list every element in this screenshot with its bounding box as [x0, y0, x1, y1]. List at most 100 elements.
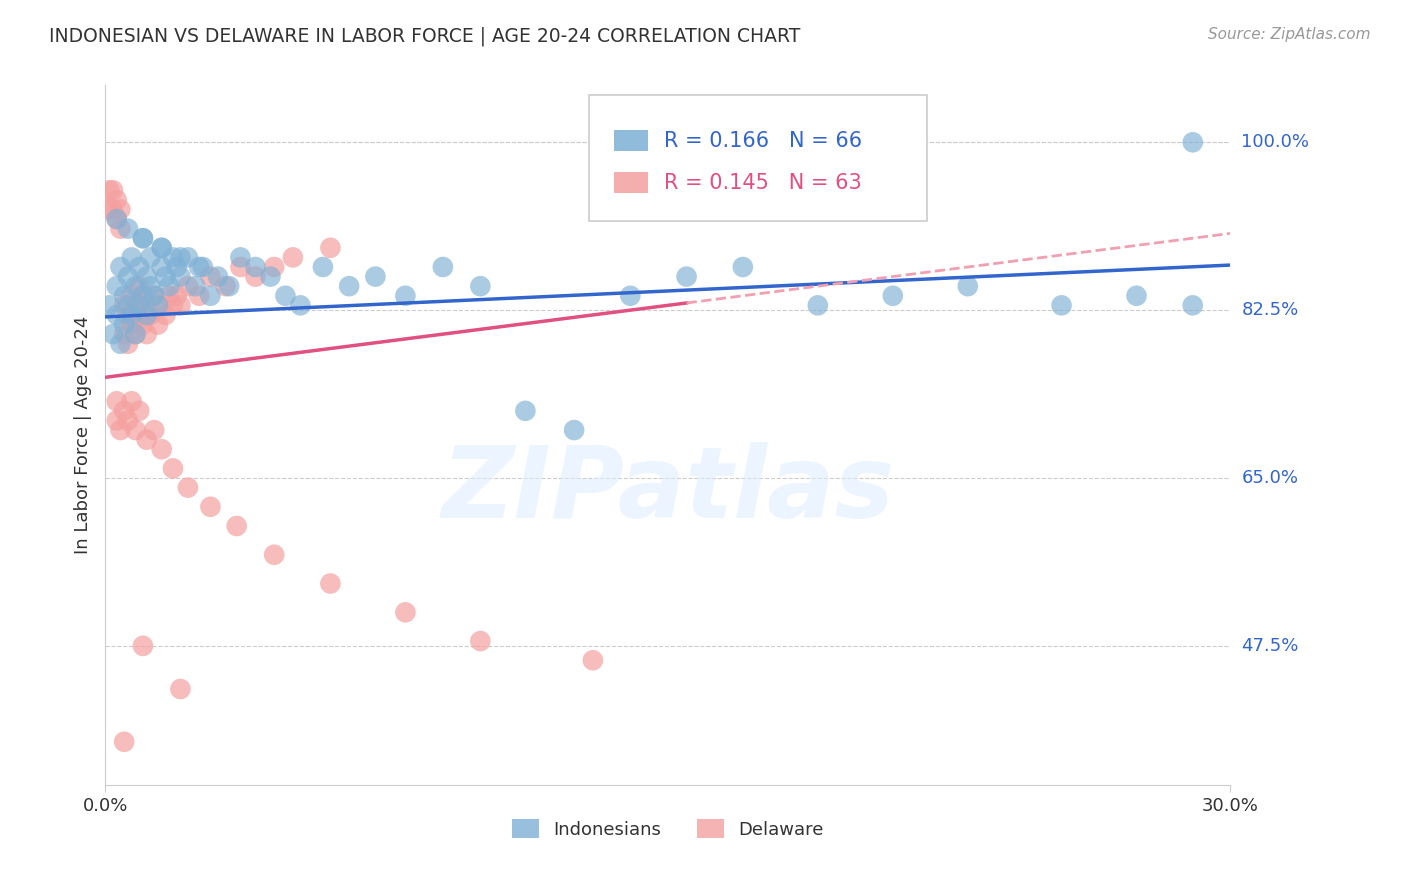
Point — [166, 260, 188, 274]
Point — [128, 308, 150, 322]
Point — [121, 308, 143, 322]
Point — [112, 298, 135, 312]
Point — [117, 269, 139, 284]
Point — [169, 298, 191, 312]
Point — [166, 289, 188, 303]
Point — [150, 298, 173, 312]
Point — [132, 289, 155, 303]
Point — [146, 318, 169, 332]
Point — [229, 251, 252, 265]
Point — [135, 298, 157, 312]
Point — [132, 231, 155, 245]
Point — [956, 279, 979, 293]
Point — [394, 605, 416, 619]
Point — [98, 183, 121, 197]
Point — [155, 269, 177, 284]
Point — [169, 681, 191, 696]
Point — [177, 481, 200, 495]
Point — [157, 289, 180, 303]
Point — [218, 279, 240, 293]
Point — [1181, 298, 1204, 312]
Point — [263, 260, 285, 274]
Point — [146, 298, 169, 312]
Text: Source: ZipAtlas.com: Source: ZipAtlas.com — [1208, 27, 1371, 42]
Text: ZIPatlas: ZIPatlas — [441, 442, 894, 540]
Point — [162, 461, 184, 475]
Point — [162, 298, 184, 312]
Point — [364, 269, 387, 284]
Point — [312, 260, 335, 274]
Point — [110, 423, 132, 437]
Point — [1181, 136, 1204, 150]
Point — [110, 221, 132, 235]
Point — [169, 251, 191, 265]
Point — [200, 269, 222, 284]
Point — [188, 260, 211, 274]
Point — [121, 289, 143, 303]
Point — [135, 308, 157, 322]
Point — [101, 183, 124, 197]
Point — [281, 251, 304, 265]
Text: 65.0%: 65.0% — [1241, 469, 1298, 487]
Point — [124, 327, 146, 342]
Point — [1050, 298, 1073, 312]
Point — [135, 269, 157, 284]
Point — [470, 279, 492, 293]
Point — [470, 634, 492, 648]
Point — [225, 519, 247, 533]
Point — [619, 289, 641, 303]
Point — [807, 298, 830, 312]
Point — [150, 241, 173, 255]
Point — [394, 289, 416, 303]
Point — [200, 289, 222, 303]
Point — [132, 318, 155, 332]
FancyBboxPatch shape — [614, 130, 648, 152]
Point — [139, 279, 162, 293]
Point — [155, 308, 177, 322]
Point — [214, 279, 236, 293]
Point — [121, 394, 143, 409]
Point — [191, 260, 214, 274]
Point — [98, 298, 121, 312]
Text: 100.0%: 100.0% — [1241, 133, 1309, 152]
Point — [117, 413, 139, 427]
Point — [105, 212, 128, 227]
Point — [139, 251, 162, 265]
Point — [319, 576, 342, 591]
Point — [162, 251, 184, 265]
Point — [582, 653, 605, 667]
Point — [169, 269, 191, 284]
Point — [105, 413, 128, 427]
Point — [150, 442, 173, 457]
Point — [132, 231, 155, 245]
Point — [143, 289, 166, 303]
Text: R = 0.166   N = 66: R = 0.166 N = 66 — [665, 131, 863, 151]
Point — [150, 241, 173, 255]
Text: INDONESIAN VS DELAWARE IN LABOR FORCE | AGE 20-24 CORRELATION CHART: INDONESIAN VS DELAWARE IN LABOR FORCE | … — [49, 27, 800, 46]
Point — [432, 260, 454, 274]
Point — [124, 327, 146, 342]
Point — [139, 308, 162, 322]
Point — [132, 639, 155, 653]
Text: 47.5%: 47.5% — [1241, 637, 1299, 655]
Point — [105, 279, 128, 293]
Point — [112, 327, 135, 342]
Point — [177, 279, 200, 293]
Legend: Indonesians, Delaware: Indonesians, Delaware — [505, 812, 831, 846]
Point — [143, 289, 166, 303]
Point — [98, 202, 121, 217]
Point — [157, 279, 180, 293]
Point — [128, 260, 150, 274]
Point — [124, 298, 146, 312]
Point — [121, 251, 143, 265]
Point — [177, 251, 200, 265]
Point — [110, 260, 132, 274]
Point — [112, 318, 135, 332]
Point — [319, 241, 342, 255]
Point — [562, 423, 585, 437]
Point — [117, 298, 139, 312]
Point — [121, 318, 143, 332]
Point — [112, 289, 135, 303]
Point — [731, 260, 754, 274]
Point — [124, 279, 146, 293]
